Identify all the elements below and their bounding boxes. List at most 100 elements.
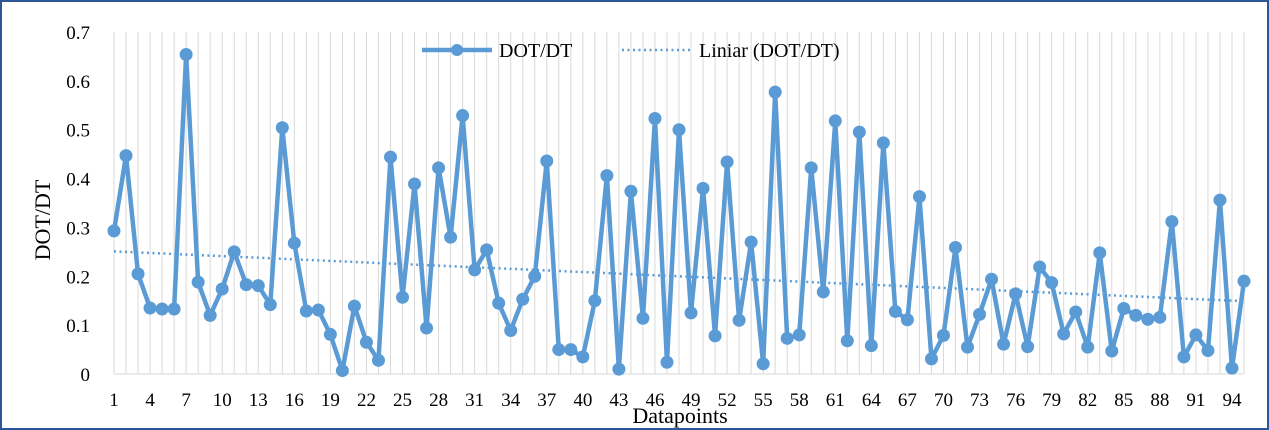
data-point (948, 240, 962, 254)
x-tick-label: 91 (1186, 390, 1205, 411)
x-tick-label: 70 (934, 390, 953, 411)
data-point (924, 352, 938, 366)
x-tick-label: 52 (718, 390, 737, 411)
data-point (1153, 310, 1167, 324)
data-point (203, 308, 217, 322)
x-tick-label: 73 (970, 390, 989, 411)
x-tick-label: 25 (393, 390, 412, 411)
data-point (299, 304, 313, 318)
data-point (552, 343, 566, 357)
x-tick-label: 61 (826, 390, 845, 411)
data-point (816, 285, 830, 299)
data-point (792, 328, 806, 342)
x-tick-label: 19 (321, 390, 340, 411)
data-point (432, 161, 446, 175)
x-axis-title: Datapoints (632, 403, 727, 428)
data-point (696, 181, 710, 195)
x-tick-label: 16 (285, 390, 304, 411)
data-point (311, 303, 325, 317)
data-point (780, 331, 794, 345)
data-series (107, 47, 1251, 378)
data-point (1165, 215, 1179, 229)
data-point (227, 245, 241, 259)
x-tick-label: 31 (465, 390, 484, 411)
data-point (516, 292, 530, 306)
data-point (1225, 361, 1239, 375)
data-point (540, 154, 554, 168)
data-point (576, 350, 590, 364)
data-point (600, 169, 614, 183)
data-point (119, 149, 133, 163)
data-point (287, 236, 301, 250)
data-point (973, 307, 987, 321)
data-point (1045, 276, 1059, 290)
data-point (744, 235, 758, 249)
x-tick-label: 4 (145, 390, 155, 411)
legend: DOT/DT Liniar (DOT/DT) (422, 40, 840, 62)
x-tick-label: 40 (573, 390, 592, 411)
data-point (420, 321, 434, 335)
data-point (131, 267, 145, 281)
data-point (936, 328, 950, 342)
data-point (1057, 327, 1071, 341)
data-point (1117, 302, 1131, 316)
data-point (1201, 344, 1215, 358)
data-point (456, 109, 470, 123)
y-tick-label: 0.6 (66, 72, 90, 93)
x-tick-label: 13 (249, 390, 268, 411)
x-tick-label: 88 (1150, 390, 1169, 411)
y-tick-label: 0.2 (66, 267, 90, 288)
data-point (396, 290, 410, 304)
x-tick-label: 34 (501, 390, 521, 411)
x-tick-label: 76 (1006, 390, 1025, 411)
data-point (1177, 350, 1191, 364)
x-tick-label: 7 (181, 390, 191, 411)
data-point (1129, 308, 1143, 322)
data-point (263, 298, 277, 312)
data-point (636, 311, 650, 325)
data-point (1105, 344, 1119, 358)
data-point (155, 302, 169, 316)
y-tick-label: 0.4 (66, 170, 90, 191)
data-point (1021, 340, 1035, 354)
data-point (179, 47, 193, 61)
data-point (912, 190, 926, 204)
data-point (468, 263, 482, 277)
y-tick-label: 0.5 (66, 121, 90, 142)
x-tick-label: 58 (790, 390, 809, 411)
trendline (113, 250, 1245, 303)
data-point (852, 125, 866, 139)
data-point (504, 324, 518, 338)
data-point (1093, 246, 1107, 260)
y-tick-label: 0.3 (66, 218, 90, 239)
legend-series-label: DOT/DT (499, 40, 572, 62)
data-point (588, 294, 602, 308)
data-point (107, 224, 121, 238)
data-point (251, 279, 265, 293)
x-tick-label: 82 (1078, 390, 1097, 411)
data-point (492, 296, 506, 310)
y-axis-title: DOT/DT (30, 179, 55, 260)
y-axis-ticks: 0 0.1 0.2 0.3 0.4 0.5 0.6 0.7 (66, 23, 90, 386)
data-point (564, 343, 578, 357)
data-point (876, 136, 890, 150)
x-tick-label: 43 (609, 390, 628, 411)
data-point (335, 364, 349, 378)
data-point (383, 150, 397, 164)
data-point (239, 278, 253, 292)
x-tick-label: 10 (213, 390, 232, 411)
data-point (480, 243, 494, 257)
data-point (900, 313, 914, 327)
data-point (323, 327, 337, 341)
data-point (371, 353, 385, 367)
data-point (444, 230, 458, 244)
legend-trend-label: Liniar (DOT/DT) (699, 40, 840, 62)
data-point (1081, 340, 1095, 354)
data-point (720, 155, 734, 169)
data-point (828, 114, 842, 128)
data-point (888, 304, 902, 318)
data-point (612, 362, 626, 376)
data-point (961, 340, 975, 354)
x-tick-label: 67 (898, 390, 917, 411)
data-point (1141, 312, 1155, 326)
